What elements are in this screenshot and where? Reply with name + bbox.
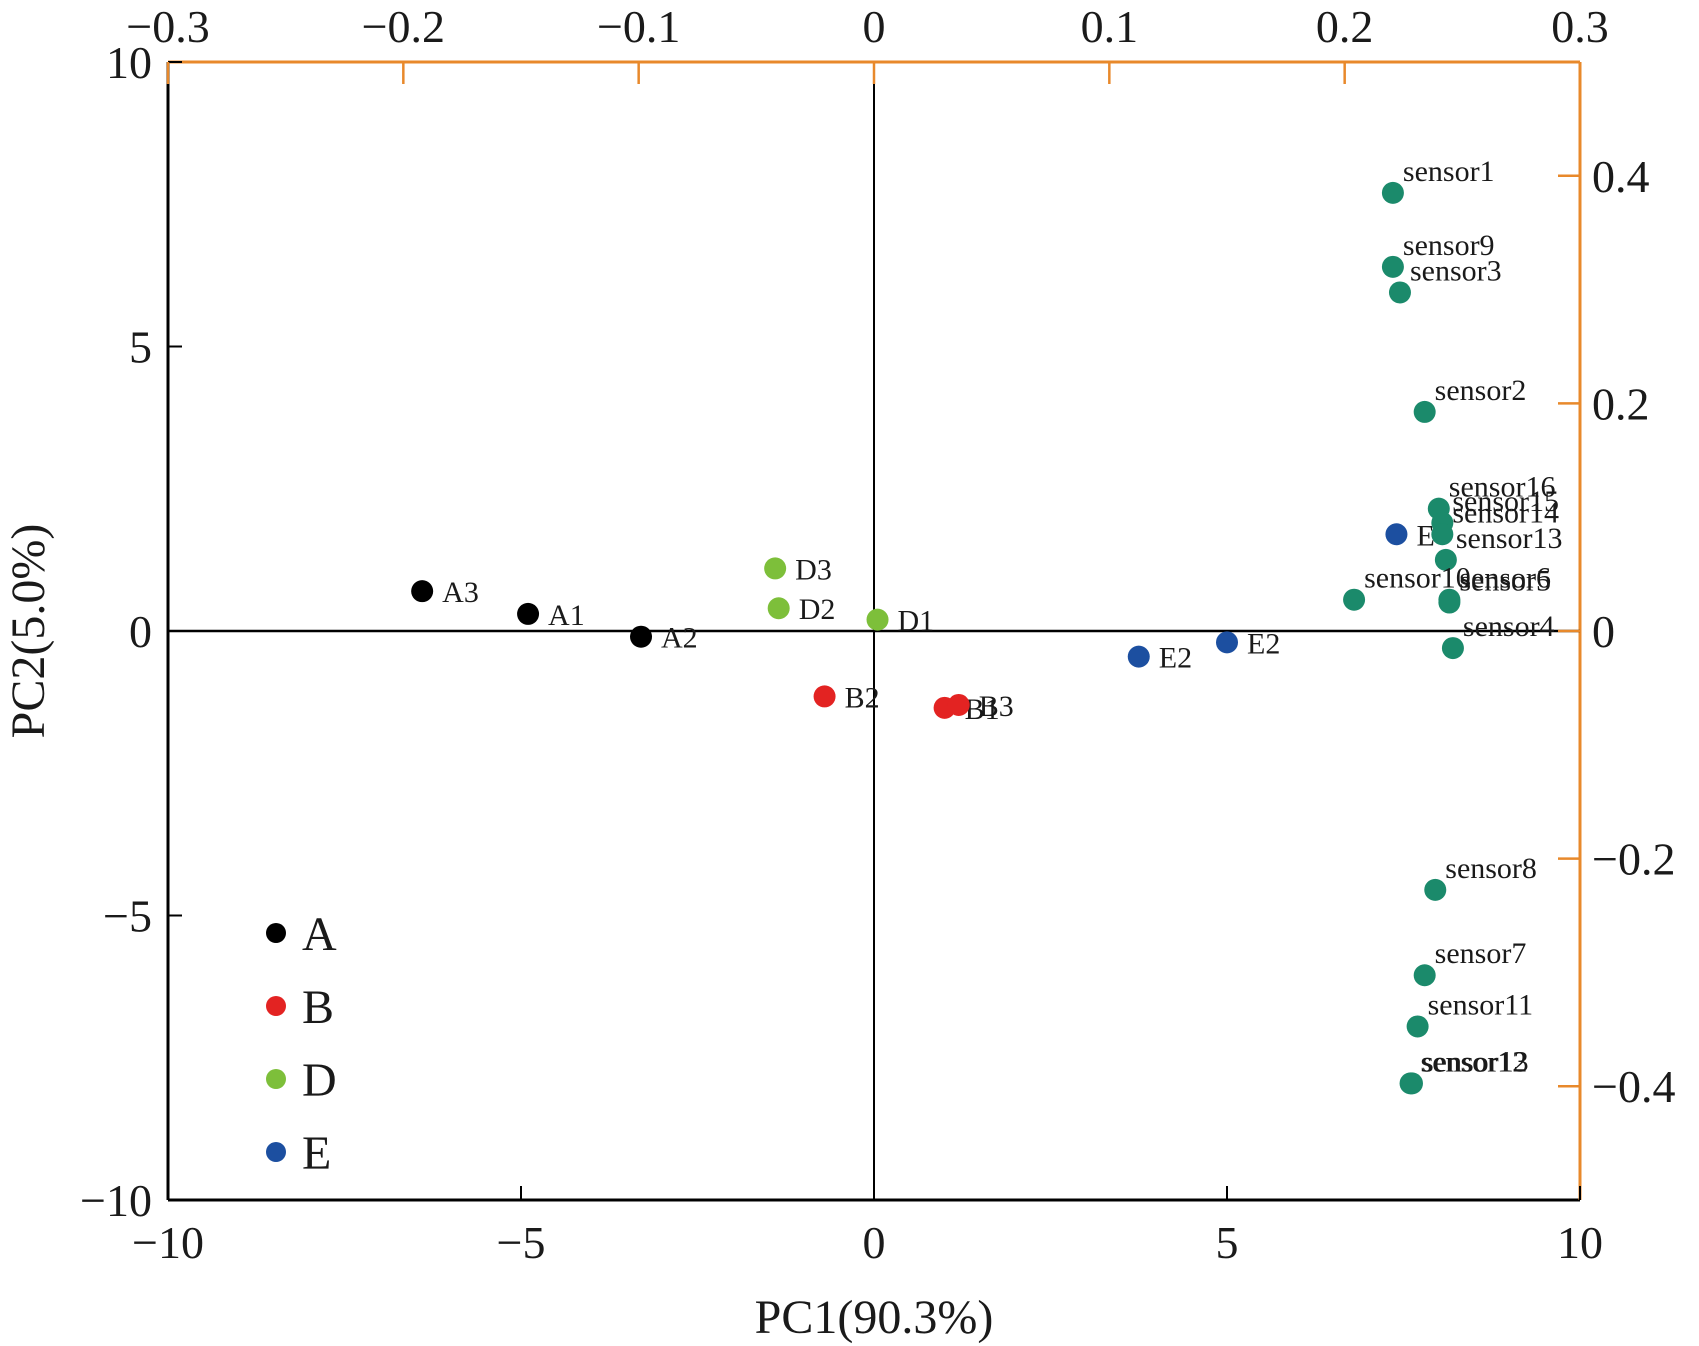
- point-label: sensor16: [1449, 471, 1556, 504]
- right-tick-label: 0.4: [1592, 151, 1650, 202]
- y-axis-right: 0.4 0.2 0 −0.2 −0.4: [1558, 151, 1675, 1112]
- y-tick-label: 5: [129, 322, 152, 373]
- point-label: E2: [1247, 627, 1280, 660]
- point-label: E2: [1159, 642, 1192, 675]
- point-label: D2: [799, 593, 836, 626]
- data-point: [411, 580, 434, 603]
- top-tick-label: 0.1: [1081, 1, 1139, 52]
- zero-lines: [168, 62, 1580, 1200]
- data-point: [1434, 548, 1457, 571]
- data-point: [813, 685, 836, 708]
- legend-marker: [266, 923, 286, 943]
- data-point: [630, 625, 653, 648]
- x-tick-label: 10: [1557, 1217, 1603, 1268]
- legend-marker: [266, 1142, 286, 1162]
- point-label: B3: [979, 690, 1014, 723]
- data-point: [1343, 588, 1366, 611]
- point-label: sensor7: [1435, 937, 1527, 970]
- data-point: [1424, 878, 1447, 901]
- point-label: sensor9: [1403, 229, 1495, 262]
- x-axis-top: −0.3 −0.2 −0.1 0 0.1 0.2 0.3: [126, 1, 1609, 84]
- point-label: sensor12: [1421, 1045, 1528, 1078]
- point-label: sensor10: [1364, 562, 1471, 595]
- y-axis-left: −10 −5 0 5 10: [80, 37, 182, 1226]
- point-label: sensor6: [1459, 562, 1551, 595]
- data-point: [1216, 631, 1238, 654]
- data-point: [1400, 1072, 1423, 1095]
- legend-label: A: [302, 908, 337, 961]
- legend-label: B: [302, 981, 334, 1034]
- x-axis-bottom: −10 −5 0 5 10: [132, 1186, 1603, 1268]
- point-label: sensor15: [1452, 485, 1559, 518]
- top-tick-label: −0.2: [362, 1, 445, 52]
- y-tick-label: 10: [106, 37, 152, 88]
- top-tick-label: 0.2: [1316, 1, 1374, 52]
- top-tick-label: −0.3: [126, 1, 209, 52]
- point-label: sensor3: [1410, 254, 1502, 287]
- legend-marker: [266, 1069, 286, 1089]
- point-label: sensor8: [1445, 852, 1537, 885]
- data-point: [1381, 255, 1404, 278]
- right-tick-label: 0: [1592, 606, 1615, 657]
- point-label: sensor11: [1428, 988, 1534, 1021]
- data-point: [1413, 400, 1436, 423]
- y-tick-label: 0: [129, 606, 152, 657]
- top-tick-label: −0.1: [597, 1, 680, 52]
- data-point: [767, 597, 790, 620]
- data-point: [1441, 637, 1464, 660]
- point-label: sensor2: [1435, 374, 1527, 407]
- data-point: [1127, 645, 1150, 668]
- x-tick-label: −10: [132, 1217, 204, 1268]
- top-tick-label: 0: [863, 1, 886, 52]
- data-point: [1413, 964, 1436, 987]
- data-point: [1438, 591, 1461, 614]
- right-tick-label: 0.2: [1592, 378, 1650, 429]
- right-tick-label: −0.2: [1592, 834, 1675, 885]
- point-label: sensor4: [1463, 610, 1555, 643]
- x-axis-title: PC1(90.3%): [755, 1291, 994, 1344]
- data-point: [1406, 1015, 1429, 1038]
- point-label: sensor13: [1456, 522, 1563, 555]
- legend-label: D: [302, 1054, 337, 1107]
- point-label: sensor5: [1459, 565, 1551, 598]
- point-label: A2: [661, 622, 698, 655]
- point-label: B2: [845, 681, 880, 714]
- legend-label: E: [302, 1127, 331, 1180]
- data-point: [1385, 523, 1408, 546]
- data-point: [866, 608, 889, 631]
- y-axis-title: PC2(5.0%): [2, 524, 55, 739]
- legend-marker: [266, 996, 286, 1016]
- data-point: [947, 693, 970, 716]
- data-point: [517, 602, 540, 625]
- point-label: sensor1: [1403, 155, 1495, 188]
- top-tick-label: 0.3: [1551, 1, 1609, 52]
- x-tick-label: −5: [497, 1217, 546, 1268]
- point-label: D3: [795, 553, 832, 586]
- right-tick-label: −0.4: [1592, 1061, 1675, 1112]
- point-label: E: [1416, 519, 1434, 552]
- point-label: B1: [965, 693, 1000, 726]
- point-label: sensor14: [1452, 496, 1559, 529]
- y-tick-label: −10: [80, 1175, 152, 1226]
- point-label: sensor13: [1422, 1045, 1529, 1078]
- data-point: [1381, 181, 1404, 204]
- data-point: [764, 557, 787, 580]
- x-tick-label: 5: [1216, 1217, 1239, 1268]
- y-tick-label: −5: [103, 891, 152, 942]
- data-point: [1388, 281, 1411, 304]
- point-label: D1: [898, 605, 935, 638]
- x-tick-label: 0: [863, 1217, 886, 1268]
- data-point: [1431, 523, 1454, 546]
- point-label: A3: [442, 576, 479, 609]
- point-label: A1: [548, 599, 585, 632]
